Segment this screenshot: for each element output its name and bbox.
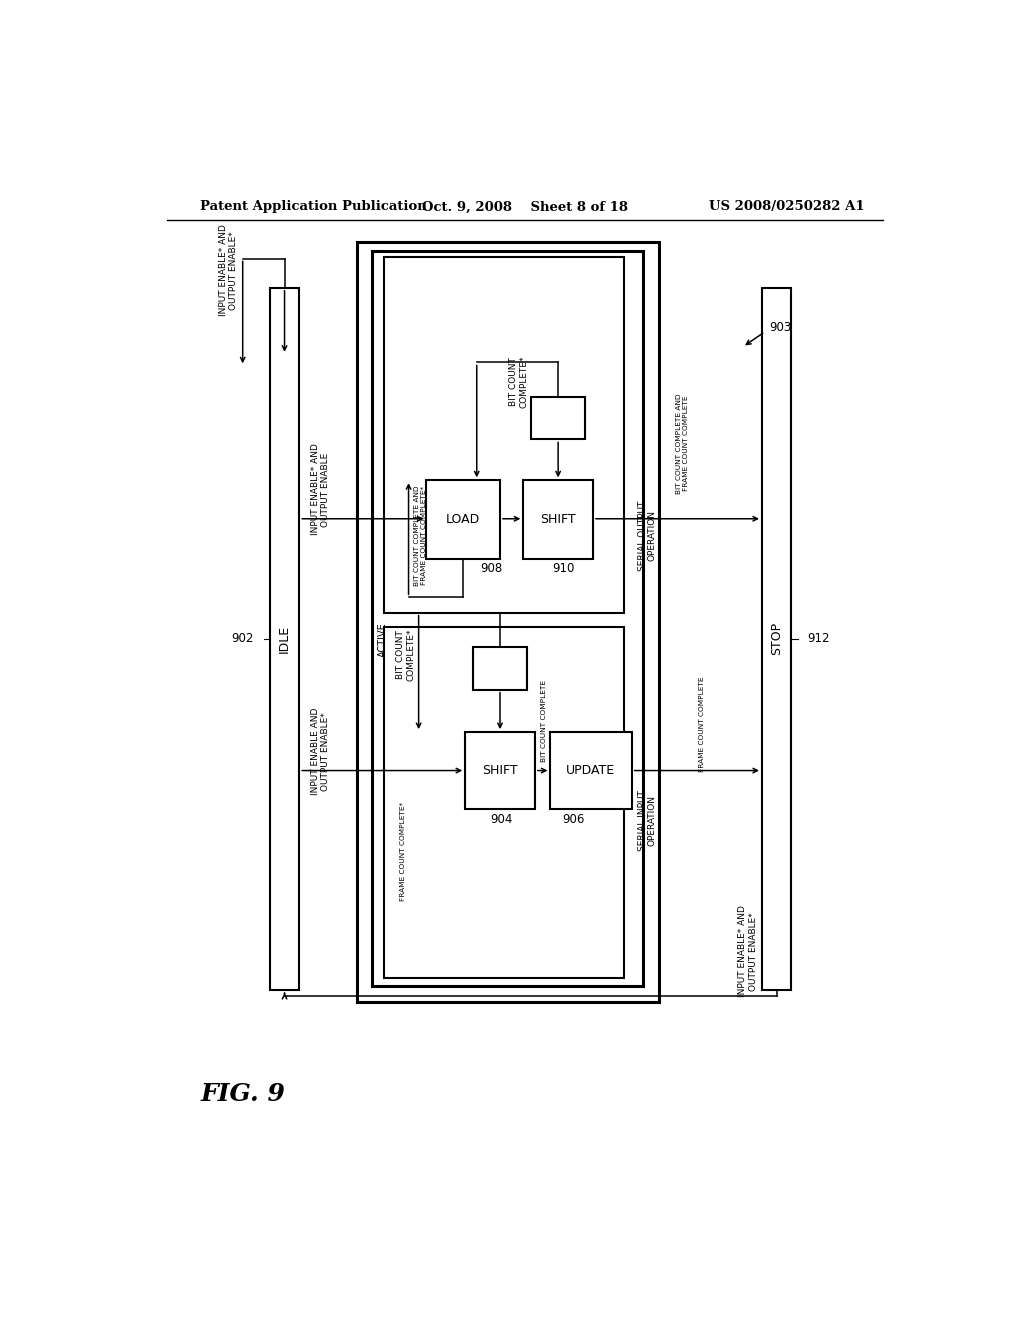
Text: ACTIVE: ACTIVE bbox=[378, 622, 388, 656]
Bar bbox=[523, 480, 593, 558]
Text: FRAME COUNT COMPLETE: FRAME COUNT COMPLETE bbox=[698, 677, 705, 772]
Text: UPDATE: UPDATE bbox=[566, 764, 615, 777]
Text: 906: 906 bbox=[562, 813, 585, 825]
Bar bbox=[426, 480, 500, 558]
Bar bbox=[384, 627, 624, 978]
Text: 910: 910 bbox=[553, 562, 575, 576]
Text: Oct. 9, 2008    Sheet 8 of 18: Oct. 9, 2008 Sheet 8 of 18 bbox=[422, 201, 628, 214]
Text: 903: 903 bbox=[770, 321, 792, 334]
Text: INPUT ENABLE* AND
OUTPUT ENABLE*: INPUT ENABLE* AND OUTPUT ENABLE* bbox=[738, 906, 758, 998]
Text: BIT COUNT
COMPLETE*: BIT COUNT COMPLETE* bbox=[509, 355, 528, 408]
Text: BIT COUNT
COMPLETE*: BIT COUNT COMPLETE* bbox=[395, 628, 415, 681]
Text: 902: 902 bbox=[231, 632, 254, 645]
Text: INPUT ENABLE* AND
OUTPUT ENABLE: INPUT ENABLE* AND OUTPUT ENABLE bbox=[310, 444, 330, 536]
Bar bbox=[550, 733, 632, 809]
Text: LOAD: LOAD bbox=[445, 513, 480, 527]
Bar bbox=[465, 733, 535, 809]
Text: FIG. 9: FIG. 9 bbox=[201, 1082, 285, 1106]
Bar bbox=[384, 257, 624, 612]
Bar bbox=[356, 242, 658, 1002]
Text: 912: 912 bbox=[808, 632, 830, 645]
Bar bbox=[372, 251, 643, 986]
Text: FRAME COUNT COMPLETE*: FRAME COUNT COMPLETE* bbox=[400, 801, 407, 902]
Text: US 2008/0250282 A1: US 2008/0250282 A1 bbox=[709, 201, 864, 214]
Text: BIT COUNT COMPLETE AND
FRAME COUNT COMPLETE: BIT COUNT COMPLETE AND FRAME COUNT COMPL… bbox=[676, 393, 688, 494]
Text: BIT COUNT COMPLETE AND
FRAME COUNT COMPLETE*: BIT COUNT COMPLETE AND FRAME COUNT COMPL… bbox=[415, 486, 427, 586]
Text: INPUT ENABLE* AND
OUTPUT ENABLE*: INPUT ENABLE* AND OUTPUT ENABLE* bbox=[219, 224, 239, 317]
Bar bbox=[473, 647, 527, 689]
Bar bbox=[762, 288, 792, 990]
Text: SERIAL OUTPUT
OPERATION: SERIAL OUTPUT OPERATION bbox=[638, 500, 657, 570]
Bar bbox=[270, 288, 299, 990]
Text: Patent Application Publication: Patent Application Publication bbox=[200, 201, 427, 214]
Text: 904: 904 bbox=[490, 813, 513, 825]
Text: SHIFT: SHIFT bbox=[541, 513, 575, 527]
Text: BIT COUNT COMPLETE: BIT COUNT COMPLETE bbox=[541, 680, 547, 762]
Text: SERIAL INPUT
OPERATION: SERIAL INPUT OPERATION bbox=[638, 791, 657, 851]
Bar bbox=[531, 397, 586, 440]
Text: SHIFT: SHIFT bbox=[482, 764, 518, 777]
Text: 908: 908 bbox=[480, 562, 503, 576]
Text: STOP: STOP bbox=[770, 622, 783, 656]
Text: INPUT ENABLE AND
OUTPUT ENABLE*: INPUT ENABLE AND OUTPUT ENABLE* bbox=[310, 708, 330, 795]
Text: IDLE: IDLE bbox=[279, 624, 291, 653]
